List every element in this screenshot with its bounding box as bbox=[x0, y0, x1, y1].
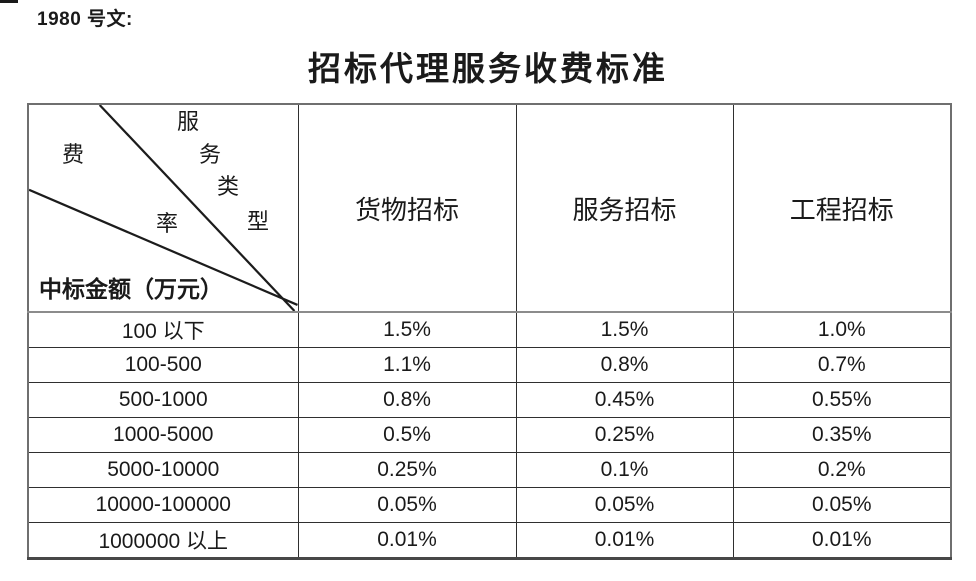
rate-cell: 1.1% bbox=[297, 347, 517, 383]
corner-axis-char: 务 bbox=[199, 142, 222, 167]
rate-cell: 0.01% bbox=[297, 522, 517, 559]
rate-cell: 0.8% bbox=[297, 382, 517, 418]
page-corner-mark bbox=[0, 0, 18, 3]
rate-cell: 1.0% bbox=[732, 311, 952, 348]
table-row: 100 以下 1.5% 1.5% 1.0% bbox=[27, 311, 952, 348]
page-title: 招标代理服务收费标准 bbox=[308, 52, 668, 88]
rate-cell: 0.45% bbox=[515, 382, 734, 418]
rate-cell: 0.25% bbox=[297, 452, 517, 488]
rate-cell: 0.05% bbox=[515, 487, 734, 523]
column-header-services-bidding: 服务招标 bbox=[515, 103, 734, 313]
table-row: 100-500 1.1% 0.8% 0.7% bbox=[27, 347, 952, 383]
table-row: 1000000 以上 0.01% 0.01% 0.01% bbox=[27, 522, 952, 559]
rate-cell: 0.25% bbox=[515, 417, 734, 453]
column-header-engineering-bidding: 工程招标 bbox=[732, 103, 952, 313]
corner-rate-char: 费 bbox=[62, 142, 85, 167]
amount-range-cell: 1000000 以上 bbox=[27, 522, 299, 559]
rate-cell: 0.1% bbox=[515, 452, 734, 488]
table-header-row: 服 务 类 型 费 率 中标金额（万元） 货物招标 服务招标 工程招标 bbox=[27, 103, 952, 313]
rate-cell: 1.5% bbox=[515, 311, 734, 348]
table-row: 5000-10000 0.25% 0.1% 0.2% bbox=[27, 452, 952, 488]
rate-cell: 0.05% bbox=[732, 487, 952, 523]
table-row: 1000-5000 0.5% 0.25% 0.35% bbox=[27, 417, 952, 453]
rate-cell: 0.35% bbox=[732, 417, 952, 453]
amount-range-cell: 10000-100000 bbox=[27, 487, 299, 523]
diagonal-header-cell: 服 务 类 型 费 率 中标金额（万元） bbox=[27, 103, 299, 313]
corner-rate-char: 率 bbox=[156, 211, 179, 236]
corner-axis-char: 型 bbox=[247, 209, 270, 234]
amount-range-cell: 5000-10000 bbox=[27, 452, 299, 488]
amount-range-cell: 1000-5000 bbox=[27, 417, 299, 453]
fee-standard-table: 服 务 类 型 费 率 中标金额（万元） 货物招标 服务招标 工程招标 100 … bbox=[27, 103, 952, 560]
amount-range-cell: 500-1000 bbox=[27, 382, 299, 418]
doc-number-label: 1980 号文: bbox=[37, 9, 133, 30]
corner-axis-char: 服 bbox=[177, 109, 200, 134]
rate-cell: 0.01% bbox=[732, 522, 952, 559]
rate-cell: 0.01% bbox=[515, 522, 734, 559]
amount-range-cell: 100-500 bbox=[27, 347, 299, 383]
table-row: 500-1000 0.8% 0.45% 0.55% bbox=[27, 382, 952, 418]
row-axis-label: 中标金额（万元） bbox=[39, 277, 223, 302]
rate-cell: 0.5% bbox=[297, 417, 517, 453]
diagonal-divider-lines bbox=[29, 105, 297, 310]
rate-cell: 1.5% bbox=[297, 311, 517, 348]
rate-cell: 0.05% bbox=[297, 487, 517, 523]
rate-cell: 0.2% bbox=[732, 452, 952, 488]
corner-axis-char: 类 bbox=[217, 174, 240, 199]
rate-cell: 0.8% bbox=[515, 347, 734, 383]
amount-range-cell: 100 以下 bbox=[27, 311, 299, 348]
column-header-goods-bidding: 货物招标 bbox=[297, 103, 517, 313]
table-row: 10000-100000 0.05% 0.05% 0.05% bbox=[27, 487, 952, 523]
rate-cell: 0.7% bbox=[732, 347, 952, 383]
rate-cell: 0.55% bbox=[732, 382, 952, 418]
